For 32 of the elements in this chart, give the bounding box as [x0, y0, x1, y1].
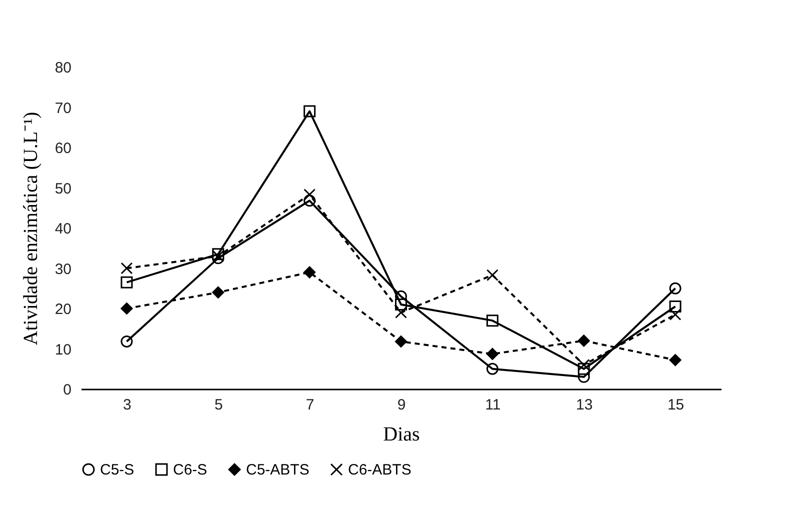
x-tick-label: 13 [576, 396, 593, 414]
point [669, 308, 682, 321]
legend-label: C6-S [173, 462, 208, 479]
point [304, 188, 316, 201]
x-tick-label: 15 [667, 396, 684, 414]
point [304, 266, 316, 278]
y-tick-label: 20 [54, 301, 72, 318]
point [395, 306, 407, 319]
legend-label: C5-S [100, 462, 134, 479]
x-tick-label: 11 [485, 396, 501, 414]
y-tick-label: 0 [63, 382, 72, 398]
y-tick-label: 60 [54, 140, 72, 157]
point [578, 358, 590, 371]
legend-label: C5-ABTS [246, 462, 310, 479]
x-tick-label: 3 [123, 396, 132, 414]
point [486, 269, 498, 282]
point [120, 262, 133, 274]
point [120, 302, 133, 314]
y-tick-label: 40 [54, 220, 72, 238]
legend-label: C6-ABTS [348, 462, 412, 479]
y-tick-label: 30 [54, 260, 72, 278]
y-tick-label: 80 [54, 60, 72, 76]
y-tick-label: 10 [54, 341, 72, 358]
x-tick-label: 7 [306, 396, 314, 414]
point [212, 286, 224, 298]
y-tick-label: 70 [54, 100, 72, 117]
y-axis-title: Atividade enzimática (U.L⁻¹) [20, 112, 42, 346]
point [669, 354, 682, 366]
x-tick-label: 5 [214, 396, 223, 414]
x-axis-title: Dias [383, 424, 420, 446]
y-tick-label: 50 [54, 180, 72, 198]
x-tick-label: 9 [397, 396, 406, 414]
